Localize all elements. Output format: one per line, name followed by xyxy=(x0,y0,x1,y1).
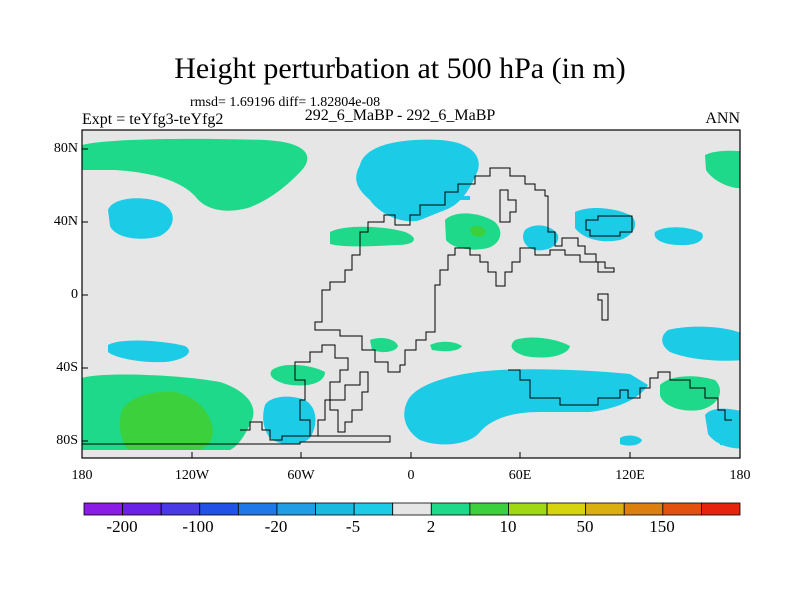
lon-tick-label: 180 xyxy=(71,468,93,483)
colorbar-swatch xyxy=(122,502,162,516)
lon-tick-label: 120E xyxy=(615,468,645,483)
anomaly-arctic-atlantic xyxy=(82,138,308,211)
anomaly-south-pacific-west xyxy=(108,340,189,363)
colorbar-swatch xyxy=(199,502,239,516)
lon-tick-label: 0 xyxy=(407,468,415,483)
lon-tick-label: 120W xyxy=(174,468,210,483)
coastline-island-east xyxy=(585,215,633,237)
colorbar-swatch xyxy=(160,502,201,516)
colorbar-swatch xyxy=(430,502,471,516)
coastline-island-small xyxy=(597,293,609,321)
colorbar-swatch xyxy=(237,502,278,516)
colorbar-swatch xyxy=(353,502,394,516)
coastline-south-island xyxy=(329,371,369,433)
colorbar-swatch xyxy=(469,502,509,516)
anomaly-patch xyxy=(460,196,470,200)
colorbar-swatch xyxy=(701,502,741,516)
anomaly-patch xyxy=(720,435,740,445)
colorbar-swatch xyxy=(83,502,123,516)
anomaly-south-atlantic-west xyxy=(270,364,325,386)
colorbar xyxy=(83,502,741,516)
coastlines xyxy=(82,167,732,445)
lat-tick-label: 0 xyxy=(71,287,78,302)
experiment-label: Expt = teYfg3-teYfg2 xyxy=(82,111,224,128)
case-label: 292_6_MaBP - 292_6_MaBP xyxy=(304,107,496,124)
coastline-south-america xyxy=(294,344,349,437)
colorbar-swatch xyxy=(662,502,702,516)
anomaly-southeast-pacific xyxy=(263,396,316,445)
coastline-africa-eurasia xyxy=(314,167,615,373)
anomaly-core-south-pacific xyxy=(120,391,213,450)
anomaly-antarctic xyxy=(620,435,642,446)
anomaly-arctic-east xyxy=(705,150,740,189)
coastline-antarctica-west xyxy=(82,421,391,445)
colorbar-label: 10 xyxy=(499,517,517,536)
lat-tick-label: 80N xyxy=(53,141,78,156)
lon-tick-label: 180 xyxy=(729,468,751,483)
anomaly-north-pacific xyxy=(356,139,479,222)
anomaly-indian-ocean xyxy=(511,337,570,358)
anomaly-north-atlantic xyxy=(108,198,173,239)
anomaly-europe xyxy=(330,226,414,247)
lon-tick-label: 60E xyxy=(508,468,532,483)
strong-positive-regions xyxy=(120,225,486,450)
coastline-peninsula xyxy=(499,189,517,223)
colorbar-label: 150 xyxy=(649,517,675,536)
colorbar-swatch xyxy=(585,502,625,516)
colorbar-label: -20 xyxy=(264,517,288,536)
anomaly-south-america-west xyxy=(370,338,398,353)
coastline-australia xyxy=(508,369,732,421)
colorbar-swatch xyxy=(546,502,587,516)
colorbar-swatch xyxy=(623,502,664,516)
colorbar-label: -5 xyxy=(345,517,361,536)
map-field xyxy=(82,130,740,458)
plot-title: Height perturbation at 500 hPa (in m) xyxy=(174,52,626,85)
lat-tick-label: 80S xyxy=(56,433,78,448)
lon-tick-label: 60W xyxy=(287,468,315,483)
tick-marks xyxy=(81,148,631,458)
colorbar-label: -100 xyxy=(182,517,214,536)
anomaly-west-pacific xyxy=(654,227,703,246)
negative-anomaly-regions xyxy=(108,139,740,449)
anomaly-south-indian xyxy=(662,326,740,361)
lat-tick-label: 40S xyxy=(56,360,78,375)
season-label: ANN xyxy=(705,110,740,127)
colorbar-swatch xyxy=(392,502,432,516)
lat-tick-label: 40N xyxy=(53,214,78,229)
colorbar-label: 2 xyxy=(426,517,436,536)
colorbar-swatch xyxy=(508,502,548,516)
anomaly-south-atlantic xyxy=(404,369,648,445)
anomaly-core-asia xyxy=(470,225,486,237)
anomaly-south-indian-east xyxy=(660,376,720,411)
colorbar-swatch xyxy=(276,502,316,516)
stats-text: rmsd= 1.69196 diff= 1.82804e-08 xyxy=(190,95,381,110)
colorbar-swatch xyxy=(315,502,355,516)
colorbar-label: 50 xyxy=(576,517,594,536)
anomaly-indian xyxy=(430,341,462,352)
colorbar-label: -200 xyxy=(106,517,138,536)
